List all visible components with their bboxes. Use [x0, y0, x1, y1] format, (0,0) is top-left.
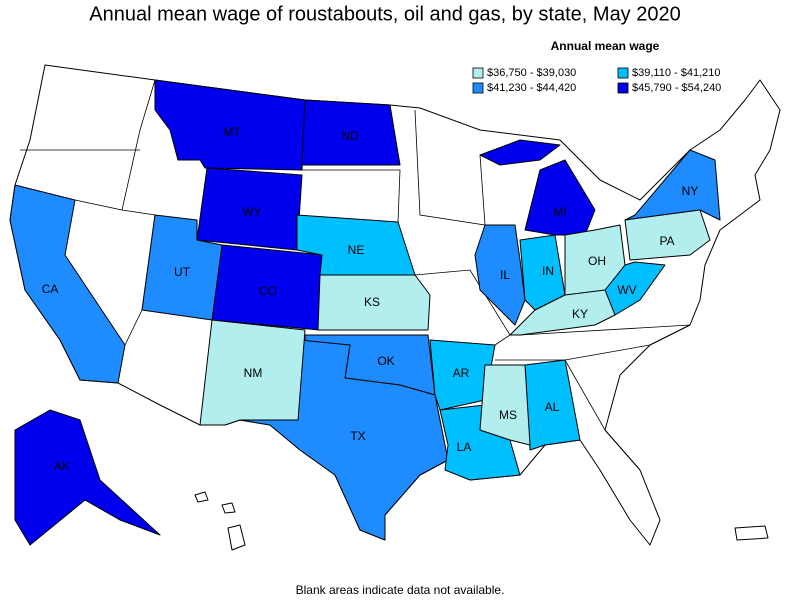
legend-label: $36,750 - $39,030 [487, 67, 576, 79]
state-label: CO [259, 284, 277, 298]
states: MT ND WY CO MI AK NY CA UT IL OK TX NE IN WV AR LA AL OH PA… [9, 79, 721, 546]
hawaii [194, 491, 209, 503]
state-label: PA [659, 234, 674, 248]
state-area [301, 99, 401, 166]
state-label: NE [348, 243, 365, 257]
legend-swatch [617, 67, 629, 79]
state-label: ND [341, 129, 359, 143]
footnote: Blank areas indicate data not available. [296, 583, 505, 597]
legend-swatch [472, 82, 484, 94]
state-area [199, 319, 306, 426]
state-label: IN [542, 264, 554, 278]
state-area [479, 364, 531, 446]
state-label: NY [682, 184, 699, 198]
state-label: UT [174, 265, 191, 279]
state-area [624, 149, 721, 221]
legend-swatch [617, 82, 629, 94]
state-label: WY [242, 205, 261, 219]
legend-title: Annual mean wage [551, 39, 660, 53]
state-area [9, 184, 126, 384]
state-label: OH [588, 254, 606, 268]
state-label: NM [244, 366, 263, 380]
legend-label: $41,230 - $44,420 [487, 82, 576, 94]
puerto-rico [734, 525, 769, 541]
state-borders [495, 324, 691, 361]
state-label: MS [499, 408, 517, 422]
state-label: MT [223, 125, 241, 139]
state-label: CA [42, 282, 59, 296]
legend-swatch [472, 67, 484, 79]
state-area [509, 289, 616, 336]
state-label: WV [617, 283, 636, 297]
state-borders [414, 269, 511, 346]
state-area [317, 274, 431, 331]
state-borders [564, 359, 641, 471]
state-area [474, 224, 526, 326]
state-borders [414, 109, 486, 226]
state-label: AL [545, 400, 560, 414]
state-label: LA [457, 440, 472, 454]
legend: $36,750 - $39,030 $39,110 - $41,210 $41,23… [472, 67, 721, 94]
state-label: TX [350, 429, 365, 443]
state-label: KS [364, 295, 380, 309]
state-label: AK [54, 459, 70, 473]
state-borders [74, 79, 156, 211]
state-label: KY [572, 307, 588, 321]
state-area [14, 409, 161, 546]
state-label: AR [453, 366, 470, 380]
state-label: MI [553, 205, 566, 219]
state-label: IL [500, 268, 510, 282]
legend-label: $45,790 - $54,240 [632, 82, 721, 94]
state-area [624, 209, 711, 261]
state-area [239, 339, 449, 541]
hawaii [227, 524, 246, 551]
legend-label: $39,110 - $41,210 [632, 67, 720, 79]
state-area [429, 339, 496, 411]
state-label: OK [377, 354, 394, 368]
state-area [141, 214, 223, 321]
hawaii [221, 502, 236, 514]
map-title: Annual mean wage of roustabouts, oil and… [89, 3, 680, 25]
state-borders [302, 169, 401, 223]
